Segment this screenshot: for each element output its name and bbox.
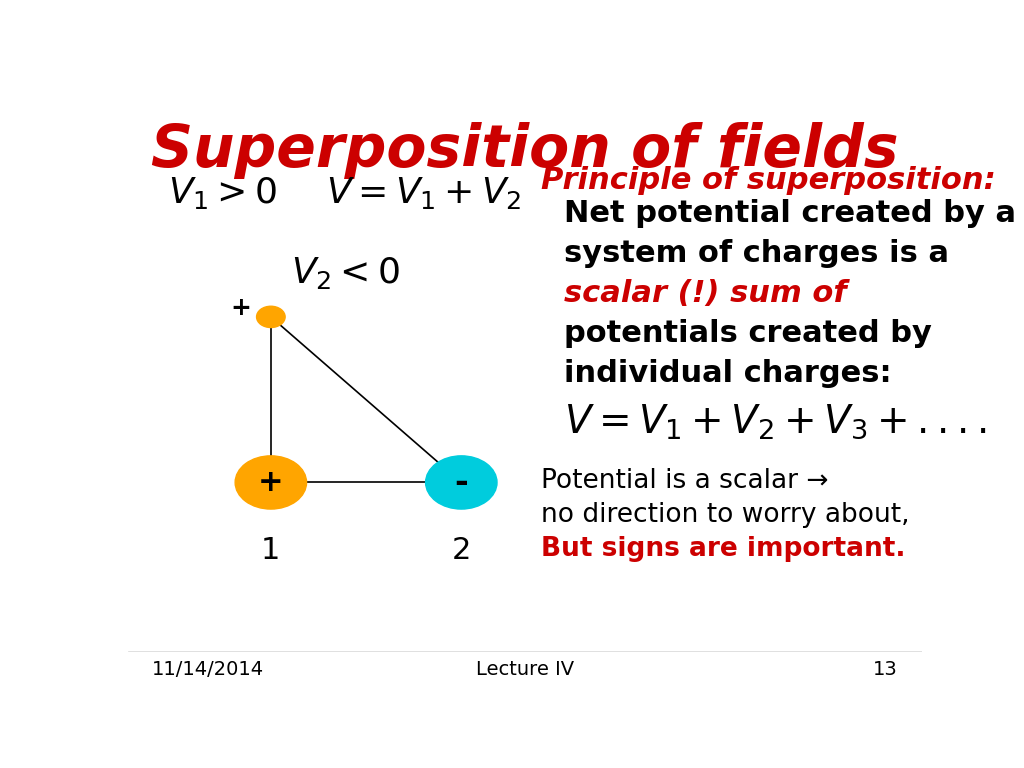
Text: 1: 1 <box>261 536 281 565</box>
Text: +: + <box>230 296 251 320</box>
Text: system of charges is a: system of charges is a <box>564 239 949 268</box>
Text: $V = V_1 + V_2$: $V = V_1 + V_2$ <box>327 174 522 210</box>
Text: -: - <box>455 466 468 499</box>
Circle shape <box>426 456 497 509</box>
Text: potentials created by: potentials created by <box>564 319 933 348</box>
Text: 13: 13 <box>873 660 898 679</box>
Text: scalar (!) sum of: scalar (!) sum of <box>564 279 847 308</box>
Text: $V_1 > 0$: $V_1 > 0$ <box>168 174 276 210</box>
Text: Net potential created by a: Net potential created by a <box>564 199 1017 227</box>
Text: Principle of superposition:: Principle of superposition: <box>541 166 995 195</box>
Text: 11/14/2014: 11/14/2014 <box>152 660 264 679</box>
Text: Lecture IV: Lecture IV <box>476 660 573 679</box>
Text: individual charges:: individual charges: <box>564 359 892 389</box>
Text: no direction to worry about,: no direction to worry about, <box>541 502 909 528</box>
Text: 2: 2 <box>452 536 471 565</box>
Text: Potential is a scalar →: Potential is a scalar → <box>541 468 828 494</box>
Text: Superposition of fields: Superposition of fields <box>152 121 898 179</box>
Text: $V = V_1 + V_2 + V_3 + ....$: $V = V_1 + V_2 + V_3 + ....$ <box>564 402 987 442</box>
Circle shape <box>236 456 306 509</box>
Text: +: + <box>258 468 284 497</box>
Circle shape <box>257 306 285 327</box>
Text: But signs are important.: But signs are important. <box>541 536 905 562</box>
Text: $V_2 < 0$: $V_2 < 0$ <box>291 254 399 290</box>
